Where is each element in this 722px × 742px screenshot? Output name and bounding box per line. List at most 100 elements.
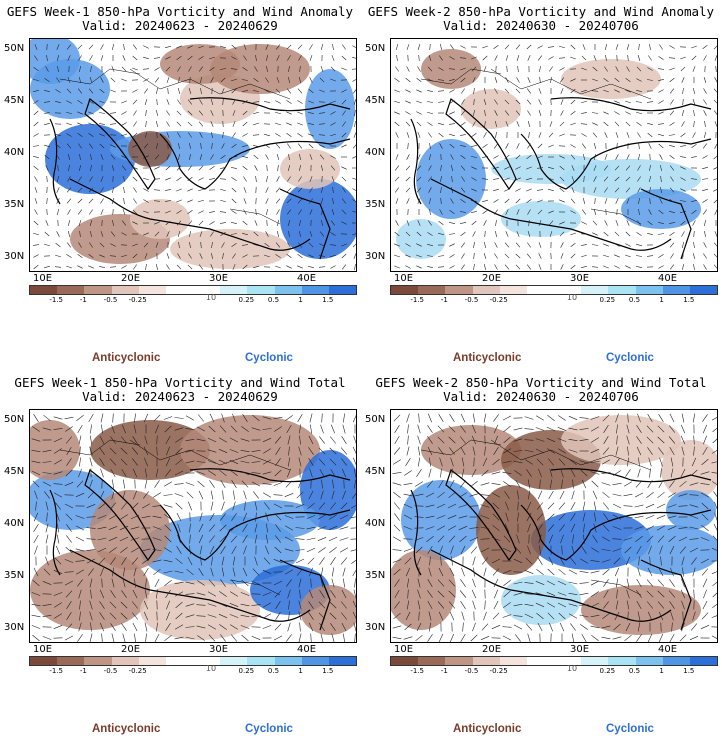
color-scale-tick-label: -1.5 (410, 667, 424, 675)
color-scale-tick-label: -0.5 (103, 296, 118, 304)
color-scale-swatch (554, 657, 582, 665)
anticyclonic-label: Anticyclonic (453, 352, 522, 364)
longitude-label: 30E (570, 273, 590, 284)
color-scale-tick-label: -0.25 (128, 296, 147, 304)
latitude-label: 35N (4, 570, 25, 581)
latitude-label: 50N (365, 414, 386, 425)
longitude-label: 30E (209, 644, 229, 655)
longitude-label: 40E (297, 644, 317, 655)
longitude-label: 40E (297, 273, 317, 284)
longitude-label: 30E (209, 273, 229, 284)
valid-date-range: Valid: 20240630 - 20240706 (443, 389, 639, 404)
latitude-label: 50N (365, 43, 386, 54)
color-scale-swatch (111, 657, 139, 665)
color-scale-swatch (165, 286, 194, 294)
color-scale-swatch (689, 286, 718, 294)
color-scale-swatch (445, 286, 473, 294)
color-scale-tick-label: -1.5 (49, 667, 63, 675)
color-scale-swatch (581, 657, 609, 665)
color-scale-swatch (581, 286, 609, 294)
color-scale-swatch (165, 657, 194, 665)
color-scale-tick-label: 0.25 (238, 296, 255, 304)
anticyclonic-label: Anticyclonic (453, 723, 522, 735)
color-scale-swatch (30, 657, 58, 665)
color-scale-swatch (220, 657, 248, 665)
color-scale-tick-label: 1.5 (322, 296, 334, 304)
color-scale-swatch (526, 286, 555, 294)
color-scale-swatch (193, 657, 221, 665)
color-scale-swatch (84, 286, 112, 294)
color-scale-swatch (418, 657, 446, 665)
color-scale-swatch (499, 657, 527, 665)
color-scale-tick-label: -0.25 (128, 667, 147, 675)
cyclonic-label: Cyclonic (245, 723, 293, 735)
color-scale-tick-label: -1 (440, 296, 448, 304)
longitude-label: 20E (121, 273, 141, 284)
latitude-label: 40N (365, 147, 386, 158)
color-scale-tick-label: 0.25 (599, 667, 616, 675)
color-scale-tick-label: -1 (440, 667, 448, 675)
latitude-label: 45N (4, 466, 25, 477)
color-scale-tick-label: -1.5 (49, 296, 63, 304)
color-scale-swatch (662, 657, 690, 665)
map-panel-week2-total: GEFS Week-2 850-hPa Vorticity and Wind T… (361, 371, 721, 742)
color-scale-swatch (662, 286, 690, 294)
color-scale-center-label: 10 (566, 664, 578, 673)
color-scale-swatch (57, 657, 85, 665)
color-scale-swatch (220, 286, 248, 294)
color-scale-swatch (608, 286, 636, 294)
color-scale-tick-label: 1 (298, 667, 303, 675)
color-scale-swatch (472, 286, 500, 294)
color-scale-swatch (391, 657, 419, 665)
color-scale-tick-label: 1 (659, 667, 664, 675)
color-scale-swatch (472, 657, 500, 665)
color-scale-swatch (689, 657, 718, 665)
color-scale-bar (390, 656, 718, 666)
longitude-label: 20E (482, 273, 502, 284)
cyclonic-label: Cyclonic (606, 723, 654, 735)
vorticity-map (29, 409, 357, 643)
color-scale-tick-label: 0.5 (267, 296, 280, 304)
valid-date-range: Valid: 20240630 - 20240706 (443, 18, 639, 33)
color-scale-swatch (138, 657, 166, 665)
map-title: GEFS Week-2 850-hPa Vorticity and Wind A… (367, 4, 715, 19)
color-scale-tick-label: -0.25 (489, 296, 508, 304)
color-scale-swatch (391, 286, 419, 294)
vorticity-map (390, 38, 718, 272)
color-scale-tick-label: -0.5 (103, 667, 118, 675)
color-scale-tick-label: 0.5 (267, 667, 280, 675)
color-scale-tick-label: 1.5 (322, 667, 334, 675)
longitude-label: 10E (394, 644, 414, 655)
color-scale-tick-label: -1.5 (410, 296, 424, 304)
color-scale-tick-label: 0.5 (628, 296, 641, 304)
latitude-label: 40N (4, 147, 25, 158)
color-scale-swatch (57, 286, 85, 294)
color-scale-tick-label: -1 (79, 296, 87, 304)
color-scale-center-label: 10 (205, 664, 217, 673)
color-scale-tick-label: -1 (79, 667, 87, 675)
color-scale-tick-label: 1.5 (683, 667, 695, 675)
latitude-label: 50N (4, 414, 25, 425)
map-title: GEFS Week-1 850-hPa Vorticity and Wind T… (14, 375, 346, 390)
map-title: GEFS Week-2 850-hPa Vorticity and Wind T… (375, 375, 707, 390)
color-scale-swatch (445, 657, 473, 665)
valid-date-range: Valid: 20240623 - 20240629 (82, 18, 278, 33)
color-scale-swatch (328, 286, 357, 294)
valid-date-range: Valid: 20240623 - 20240629 (82, 389, 278, 404)
color-scale-tick-label: 1.5 (683, 296, 695, 304)
latitude-label: 40N (4, 518, 25, 529)
vorticity-map (390, 409, 718, 643)
latitude-label: 30N (365, 251, 386, 262)
latitude-label: 35N (4, 199, 25, 210)
color-scale-tick-label: -0.25 (489, 667, 508, 675)
color-scale-center-label: 10 (566, 293, 578, 302)
color-scale-center-label: 10 (205, 293, 217, 302)
color-scale-tick-label: -0.5 (464, 296, 479, 304)
color-scale-swatch (301, 286, 329, 294)
anticyclonic-label: Anticyclonic (92, 352, 161, 364)
latitude-label: 35N (365, 570, 386, 581)
color-scale-swatch (328, 657, 357, 665)
color-scale-swatch (301, 657, 329, 665)
color-scale-swatch (499, 286, 527, 294)
latitude-label: 45N (365, 466, 386, 477)
